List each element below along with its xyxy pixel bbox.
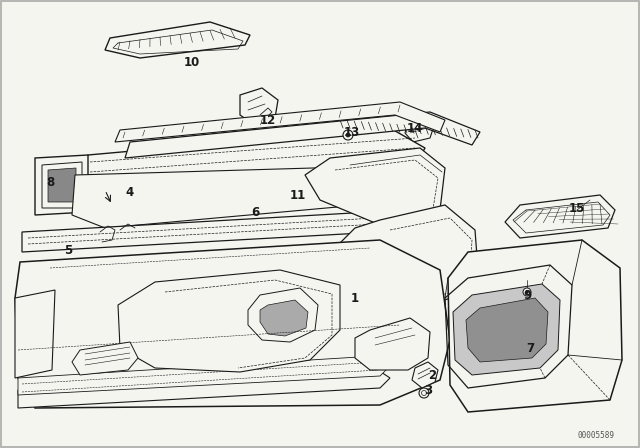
- Text: 2: 2: [428, 369, 436, 382]
- Circle shape: [525, 290, 529, 293]
- Polygon shape: [453, 284, 560, 375]
- Text: 10: 10: [184, 56, 200, 69]
- Text: 11: 11: [290, 189, 306, 202]
- Circle shape: [419, 388, 429, 398]
- Text: 4: 4: [126, 185, 134, 198]
- Polygon shape: [355, 318, 430, 370]
- Polygon shape: [335, 205, 478, 308]
- Text: 14: 14: [407, 121, 423, 134]
- Text: 9: 9: [523, 289, 531, 302]
- Polygon shape: [448, 240, 622, 412]
- Polygon shape: [240, 88, 278, 125]
- Text: 3: 3: [424, 383, 432, 396]
- Polygon shape: [118, 270, 340, 372]
- Polygon shape: [105, 22, 250, 58]
- Polygon shape: [505, 195, 615, 238]
- Text: 5: 5: [64, 244, 72, 257]
- Polygon shape: [15, 290, 55, 378]
- Circle shape: [523, 288, 531, 296]
- Polygon shape: [15, 240, 450, 408]
- Polygon shape: [75, 128, 425, 192]
- Circle shape: [346, 133, 350, 137]
- Polygon shape: [18, 356, 390, 395]
- Polygon shape: [305, 148, 445, 228]
- Text: 7: 7: [526, 341, 534, 354]
- Polygon shape: [48, 168, 76, 202]
- Polygon shape: [412, 362, 438, 388]
- Polygon shape: [260, 300, 308, 336]
- Circle shape: [343, 130, 353, 140]
- Polygon shape: [72, 165, 425, 228]
- Circle shape: [422, 391, 426, 396]
- Text: 12: 12: [260, 113, 276, 126]
- Text: 15: 15: [569, 202, 585, 215]
- Polygon shape: [115, 102, 445, 142]
- Polygon shape: [35, 155, 88, 215]
- Polygon shape: [466, 298, 548, 362]
- Polygon shape: [72, 342, 138, 375]
- Text: 6: 6: [251, 206, 259, 219]
- Text: 13: 13: [344, 125, 360, 138]
- Polygon shape: [18, 368, 390, 408]
- Text: 1: 1: [351, 292, 359, 305]
- Text: 00005589: 00005589: [578, 431, 615, 440]
- Polygon shape: [405, 116, 434, 142]
- Polygon shape: [125, 112, 480, 158]
- Polygon shape: [22, 212, 388, 252]
- Text: 8: 8: [46, 176, 54, 189]
